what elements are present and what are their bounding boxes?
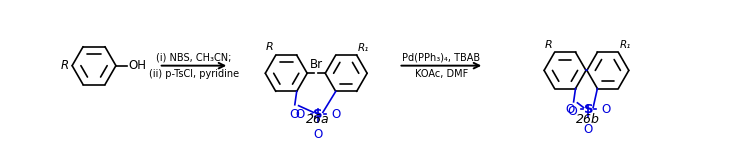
- Text: Pd(PPh₃)₄, TBAB: Pd(PPh₃)₄, TBAB: [402, 53, 480, 63]
- Text: O: O: [331, 108, 341, 121]
- Text: R: R: [266, 42, 274, 52]
- Text: O: O: [566, 103, 575, 116]
- Text: 26a: 26a: [306, 113, 330, 126]
- Text: R: R: [545, 40, 553, 50]
- Text: R₁: R₁: [619, 40, 630, 50]
- Text: Br: Br: [310, 58, 323, 71]
- Text: OH: OH: [129, 59, 146, 72]
- Text: 26b: 26b: [576, 113, 600, 126]
- Text: O: O: [584, 123, 593, 136]
- Text: O: O: [568, 105, 578, 118]
- Text: R: R: [61, 59, 69, 72]
- Text: KOAc, DMF: KOAc, DMF: [415, 68, 468, 79]
- Text: O: O: [296, 108, 304, 121]
- Text: (ii) p-TsCl, pyridine: (ii) p-TsCl, pyridine: [149, 68, 239, 79]
- Text: O: O: [602, 103, 611, 116]
- Text: O: O: [289, 108, 299, 121]
- Text: (i) NBS, CH₃CN;: (i) NBS, CH₃CN;: [156, 53, 231, 63]
- Text: S: S: [313, 108, 323, 121]
- Text: S: S: [584, 103, 593, 116]
- Text: R₁: R₁: [358, 43, 369, 53]
- Text: O: O: [313, 128, 323, 141]
